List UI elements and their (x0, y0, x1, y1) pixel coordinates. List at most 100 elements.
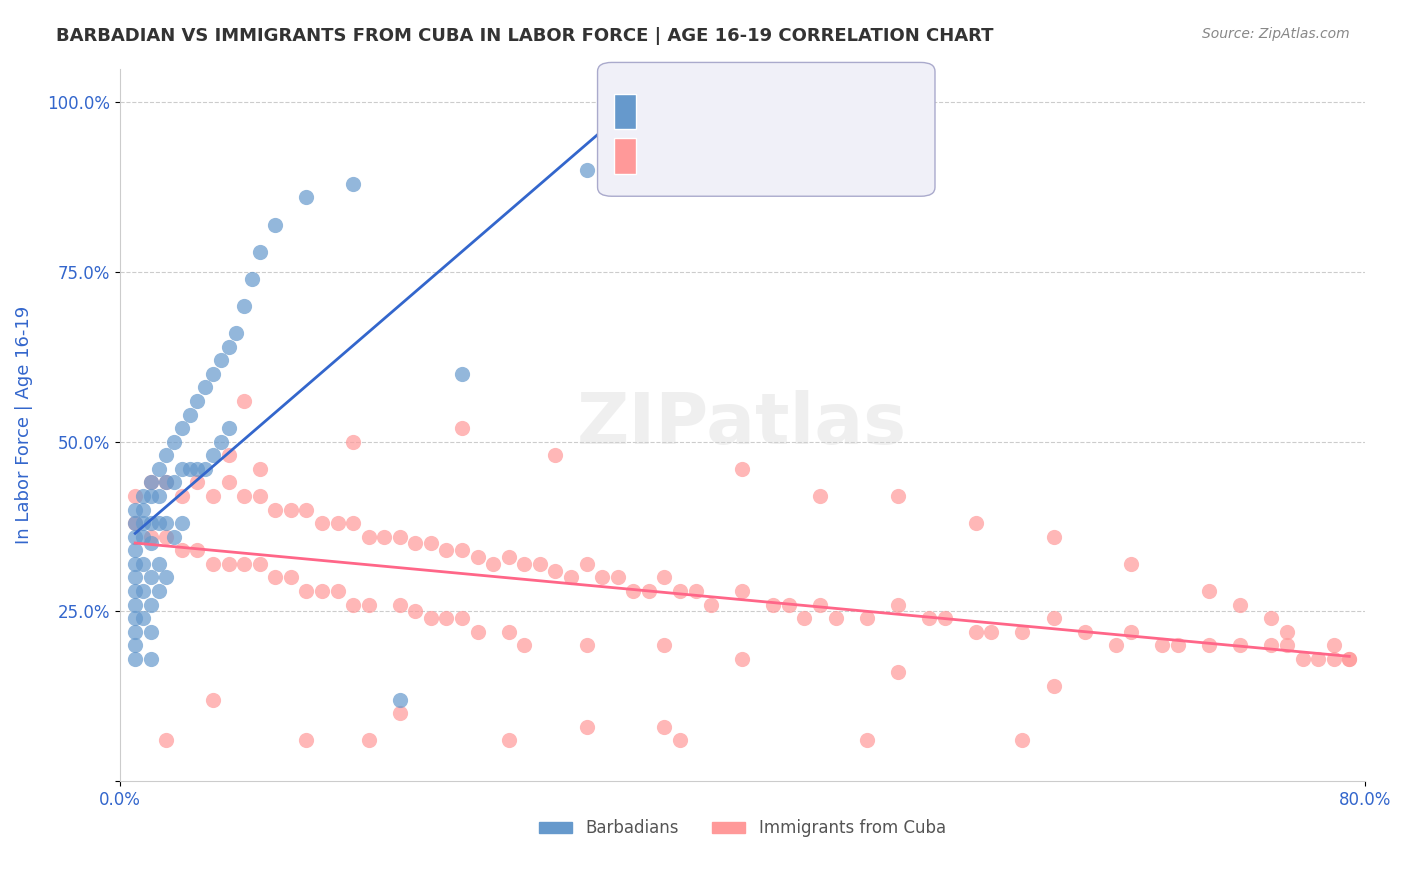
Point (148, 516, 170, 530)
Point (965, 516, 987, 530)
Point (1073, 624, 1095, 639)
Point (155, 733, 177, 747)
Point (186, 543, 208, 558)
Text: Source: ZipAtlas.com: Source: ZipAtlas.com (1202, 27, 1350, 41)
Point (685, 584, 707, 599)
Point (280, 502, 302, 516)
Point (654, 570, 676, 584)
Point (980, 624, 1002, 639)
Point (155, 516, 177, 530)
Point (124, 611, 146, 625)
Point (264, 570, 287, 584)
Point (560, 570, 582, 584)
Point (778, 598, 800, 612)
Text: ZIPatlas: ZIPatlas (576, 390, 907, 459)
Point (139, 570, 162, 584)
Point (451, 367, 474, 381)
Point (404, 536, 426, 550)
Point (436, 543, 458, 558)
Point (1291, 652, 1313, 666)
Point (467, 550, 489, 565)
Point (669, 733, 692, 747)
Legend: Barbadians, Immigrants from Cuba: Barbadians, Immigrants from Cuba (531, 813, 952, 844)
Point (762, 598, 785, 612)
Point (1306, 652, 1329, 666)
Point (264, 502, 287, 516)
Point (209, 353, 232, 368)
Point (342, 434, 364, 449)
Point (295, 502, 318, 516)
Point (249, 244, 271, 259)
Point (163, 434, 186, 449)
Point (124, 502, 146, 516)
Point (132, 557, 155, 571)
Point (148, 557, 170, 571)
Point (575, 163, 598, 178)
Point (124, 516, 146, 530)
Point (388, 706, 411, 720)
Point (139, 652, 162, 666)
Point (1229, 598, 1251, 612)
Point (1275, 624, 1298, 639)
Point (124, 570, 146, 584)
Point (170, 543, 193, 558)
Point (1011, 733, 1033, 747)
Point (357, 530, 380, 544)
Point (824, 611, 846, 625)
Point (1152, 638, 1174, 652)
Point (436, 611, 458, 625)
Y-axis label: In Labor Force | Age 16-19: In Labor Force | Age 16-19 (15, 306, 32, 544)
Point (132, 611, 155, 625)
Point (373, 530, 395, 544)
Point (201, 448, 224, 462)
Text: R =  0.465   N =  65: R = 0.465 N = 65 (643, 98, 839, 116)
Point (280, 570, 302, 584)
Point (155, 448, 177, 462)
Point (249, 557, 271, 571)
Point (139, 624, 162, 639)
Point (654, 638, 676, 652)
Point (233, 489, 256, 503)
Point (1042, 530, 1064, 544)
Point (240, 272, 263, 286)
Point (179, 462, 201, 476)
Point (311, 516, 333, 530)
Point (482, 557, 505, 571)
Point (132, 502, 155, 516)
Point (1042, 679, 1064, 693)
Point (170, 462, 193, 476)
Point (918, 611, 941, 625)
Point (233, 299, 256, 313)
Point (357, 733, 380, 747)
Point (887, 489, 910, 503)
Point (887, 598, 910, 612)
Point (186, 394, 208, 409)
Point (170, 421, 193, 435)
Point (388, 598, 411, 612)
Point (606, 570, 628, 584)
Point (218, 448, 240, 462)
Point (155, 570, 177, 584)
Text: BARBADIAN VS IMMIGRANTS FROM CUBA IN LABOR FORCE | AGE 16-19 CORRELATION CHART: BARBADIAN VS IMMIGRANTS FROM CUBA IN LAB… (56, 27, 994, 45)
Point (163, 475, 186, 490)
Point (1339, 652, 1361, 666)
Point (218, 475, 240, 490)
Point (669, 584, 692, 599)
Point (700, 598, 723, 612)
Point (132, 516, 155, 530)
Point (124, 652, 146, 666)
Point (218, 557, 240, 571)
Point (575, 720, 598, 734)
Point (887, 665, 910, 680)
Point (148, 489, 170, 503)
Point (170, 489, 193, 503)
Point (1323, 652, 1346, 666)
Point (934, 611, 956, 625)
Point (139, 530, 162, 544)
Point (201, 489, 224, 503)
Point (1105, 638, 1128, 652)
Point (1121, 557, 1143, 571)
Point (249, 489, 271, 503)
Point (132, 530, 155, 544)
Point (179, 408, 201, 422)
